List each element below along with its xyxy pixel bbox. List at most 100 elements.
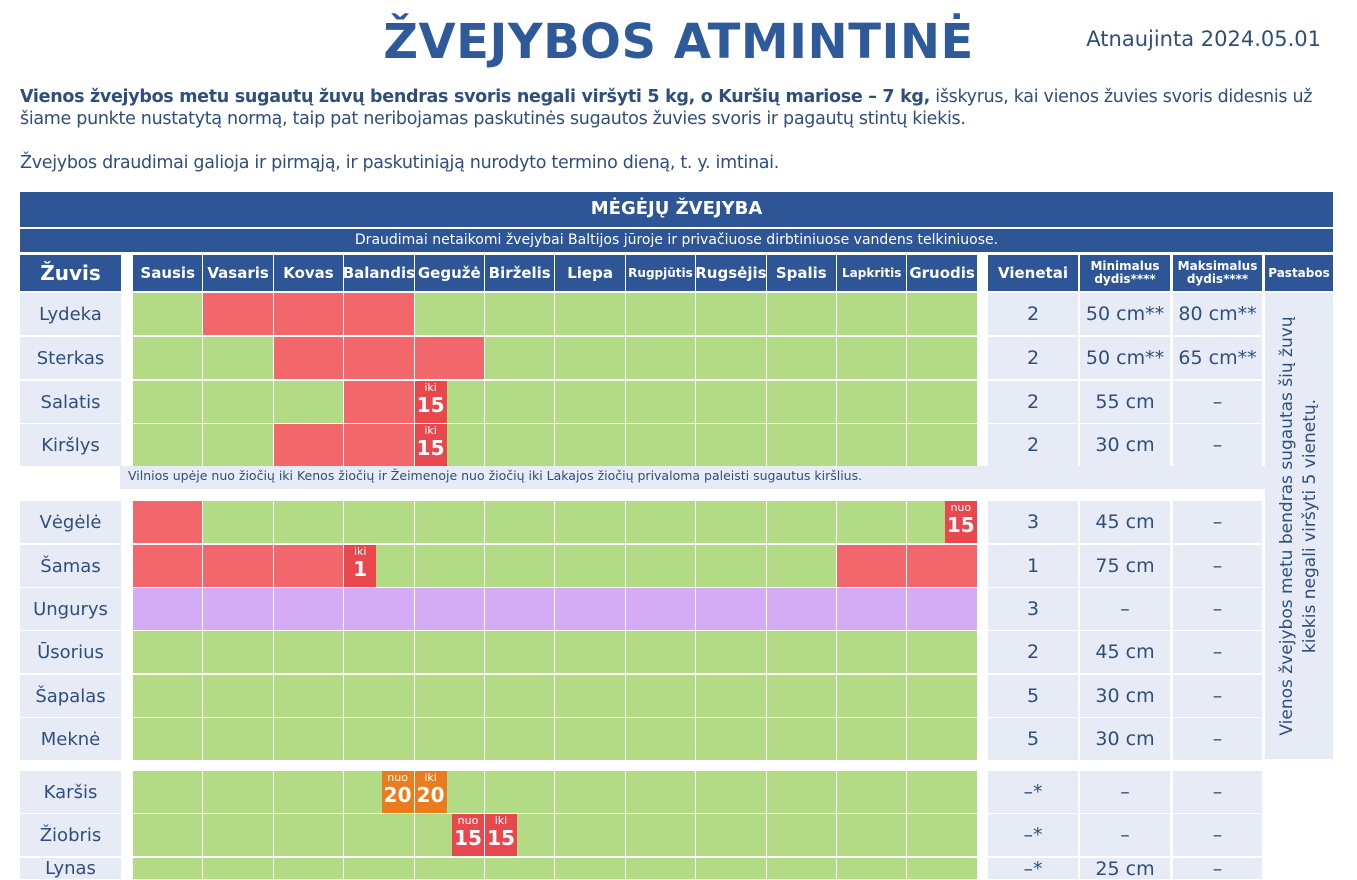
month-cell — [625, 631, 696, 673]
month-cell — [837, 424, 907, 466]
month-cell — [273, 501, 344, 543]
max-size-value: – — [1173, 588, 1262, 630]
month-cell — [414, 545, 484, 587]
month-cell — [133, 381, 203, 423]
month-cell — [273, 675, 344, 717]
month-cell — [414, 675, 484, 717]
month-cell — [696, 337, 766, 379]
column-header-units: Vienetai — [988, 255, 1078, 291]
month-cell — [414, 858, 484, 879]
month-cell — [837, 588, 907, 630]
min-size-value: 55 cm — [1080, 381, 1170, 423]
badge-text: iki — [353, 545, 367, 558]
month-cell — [203, 545, 273, 587]
month-cell — [696, 381, 766, 423]
fish-name: Žiobris — [20, 814, 121, 856]
month-cell — [907, 293, 977, 335]
badge-text: nuo — [387, 771, 408, 784]
month-cell — [344, 424, 414, 466]
month-cell — [555, 814, 625, 856]
min-size-value: 30 cm — [1080, 675, 1170, 717]
max-size-value: – — [1173, 718, 1262, 760]
page-title: ŽVEJYBOS ATMINTINĖ — [383, 14, 974, 70]
fish-name: Vėgėlė — [20, 501, 121, 543]
month-cell — [837, 381, 907, 423]
month-cell — [837, 631, 907, 673]
month-cell — [555, 675, 625, 717]
column-header-month: Birželis — [485, 255, 555, 291]
month-cell — [696, 631, 766, 673]
month-cell — [907, 588, 977, 630]
badge-text: iki — [424, 771, 437, 784]
column-header-min-size: Minimalus dydis**** — [1080, 255, 1170, 291]
month-cell — [414, 293, 484, 335]
intro-bold: Vienos žvejybos metu sugautų žuvų bendra… — [20, 87, 931, 107]
period-badge: iki 15 — [414, 381, 447, 423]
month-cell — [273, 293, 344, 335]
month-cell — [696, 501, 766, 543]
badge-text: iki — [424, 381, 437, 394]
month-cell — [203, 381, 273, 423]
month-cell — [766, 718, 836, 760]
month-cell — [133, 424, 203, 466]
month-cell — [485, 675, 555, 717]
month-cell — [203, 858, 273, 879]
units-value: 2 — [988, 293, 1078, 335]
badge-day: 15 — [416, 393, 445, 417]
month-cell — [273, 588, 344, 630]
month-cell — [555, 631, 625, 673]
month-cell — [625, 718, 696, 760]
month-cell — [907, 771, 977, 813]
month-cell — [273, 381, 344, 423]
month-cell — [907, 858, 977, 879]
month-cell — [555, 858, 625, 879]
month-cell — [696, 545, 766, 587]
month-cell — [907, 337, 977, 379]
month-cell — [273, 545, 344, 587]
month-cell — [625, 675, 696, 717]
min-size-value: 75 cm — [1080, 545, 1170, 587]
fish-name: Lydeka — [20, 293, 121, 335]
month-cell — [344, 814, 414, 856]
badge-day: 20 — [383, 783, 412, 807]
month-cell — [485, 337, 555, 379]
month-cell — [344, 381, 414, 423]
badge-text: iki — [424, 424, 437, 437]
units-value: 2 — [988, 631, 1078, 673]
month-cell — [485, 588, 555, 630]
month-cell — [133, 545, 203, 587]
month-cell — [203, 337, 273, 379]
max-size-value: – — [1173, 814, 1262, 856]
month-cell — [907, 424, 977, 466]
badge-day: 1 — [353, 557, 368, 581]
month-cell — [766, 337, 836, 379]
section-title: MĖGĖJŲ ŽVEJYBA — [20, 192, 1333, 227]
month-cell — [625, 814, 696, 856]
month-cell — [273, 631, 344, 673]
fish-name: Lynas — [20, 858, 121, 879]
month-cell — [344, 718, 414, 760]
month-cell — [273, 337, 344, 379]
month-cell — [766, 814, 836, 856]
month-cell — [696, 424, 766, 466]
month-cell — [766, 771, 836, 813]
month-cell — [485, 631, 555, 673]
intro-rest: išskyrus, kai vienos žuvies svoris dides… — [20, 87, 1313, 129]
month-cell — [203, 424, 273, 466]
month-cell — [837, 545, 907, 587]
month-cell — [696, 771, 766, 813]
month-cell — [555, 501, 625, 543]
month-cell — [344, 293, 414, 335]
month-cell — [766, 675, 836, 717]
month-cell — [907, 718, 977, 760]
fish-name: Ūsorius — [20, 631, 121, 673]
month-cell — [555, 337, 625, 379]
month-cell — [766, 424, 836, 466]
period-badge: iki 15 — [414, 424, 447, 466]
month-cell — [203, 501, 273, 543]
month-cell — [696, 588, 766, 630]
month-cell — [696, 293, 766, 335]
column-header-max-size: Maksimalus dydis**** — [1173, 255, 1262, 291]
month-cell — [414, 718, 484, 760]
month-cell — [555, 293, 625, 335]
